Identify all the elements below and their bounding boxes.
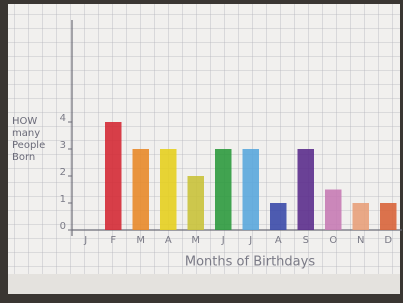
x-tick-label: M bbox=[191, 235, 200, 246]
bar bbox=[243, 149, 260, 230]
x-tick-label: J bbox=[221, 235, 225, 246]
bar bbox=[270, 203, 287, 230]
x-tick-label: S bbox=[303, 235, 309, 246]
x-tick-label: J bbox=[83, 235, 87, 246]
y-tick-label: 2 bbox=[60, 167, 66, 178]
x-tick-label: F bbox=[110, 235, 116, 246]
x-tick-label: D bbox=[384, 235, 392, 246]
bar bbox=[325, 190, 342, 231]
bar bbox=[215, 149, 232, 230]
bar bbox=[133, 149, 150, 230]
grid-paper bbox=[8, 4, 400, 294]
photo: Months of Birthdays 01234JFMAMJJASOND HO… bbox=[0, 0, 403, 303]
bar bbox=[298, 149, 315, 230]
x-tick-label: O bbox=[329, 235, 337, 246]
y-axis-label: HOW many People Born bbox=[12, 116, 64, 164]
y-tick-label: 1 bbox=[60, 194, 66, 205]
bar bbox=[188, 176, 205, 230]
x-tick-label: M bbox=[136, 235, 145, 246]
bar bbox=[160, 149, 177, 230]
x-axis-label: Months of Birthdays bbox=[185, 255, 315, 270]
x-tick-label: J bbox=[248, 235, 252, 246]
bar bbox=[353, 203, 370, 230]
x-tick-label: N bbox=[357, 235, 364, 246]
x-tick-label: A bbox=[275, 235, 282, 246]
bar bbox=[105, 122, 122, 230]
bar bbox=[380, 203, 397, 230]
x-tick-label: A bbox=[165, 235, 172, 246]
y-tick-label: 0 bbox=[60, 221, 66, 232]
paper-edge bbox=[8, 274, 400, 294]
